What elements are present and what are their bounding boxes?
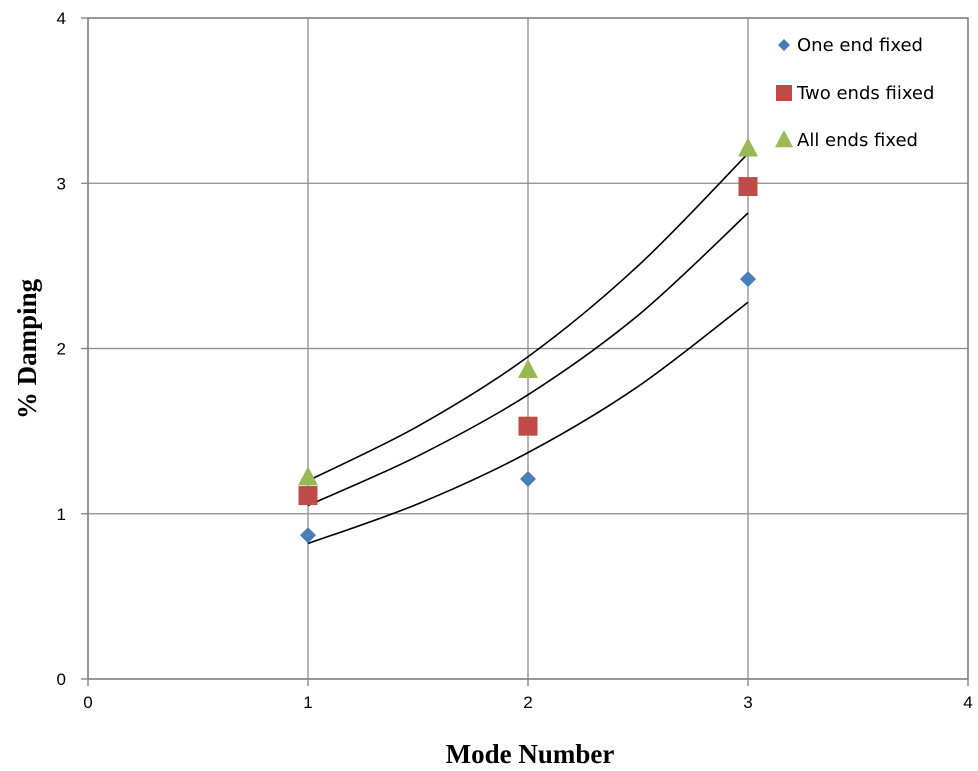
x-tick-label: 1	[303, 693, 312, 712]
data-point	[738, 137, 758, 157]
y-tick-label: 2	[57, 340, 66, 359]
y-axis-ticks: 0 1 2 3 4	[57, 9, 88, 689]
data-point	[518, 416, 538, 436]
legend-label: Two ends fiixed	[796, 83, 934, 104]
legend-marker	[775, 130, 793, 148]
legend-label: One end fixed	[797, 35, 923, 56]
y-axis-title: % Damping	[12, 278, 42, 419]
legend-marker	[776, 85, 792, 101]
x-axis-title: Mode Number	[446, 739, 615, 769]
trendline	[307, 152, 749, 482]
data-points	[298, 137, 758, 544]
x-axis-ticks: 0 1 2 3 4	[83, 679, 973, 712]
trendline	[307, 301, 749, 545]
x-tick-label: 3	[743, 693, 752, 712]
data-point	[520, 471, 536, 488]
y-tick-label: 3	[57, 174, 66, 193]
legend-label: All ends fixed	[797, 130, 918, 151]
trendlines	[307, 152, 749, 545]
y-tick-label: 4	[57, 9, 66, 28]
y-tick-label: 0	[57, 670, 66, 689]
data-point	[738, 177, 758, 197]
x-tick-label: 4	[963, 693, 972, 712]
x-tick-label: 2	[523, 693, 532, 712]
legend: One end fixed Two ends fiixed All ends fix…	[775, 35, 934, 151]
y-tick-label: 1	[57, 505, 66, 524]
data-point	[298, 466, 318, 486]
trendline	[307, 212, 749, 507]
legend-marker	[778, 39, 790, 51]
data-point	[300, 527, 316, 544]
data-point	[298, 486, 318, 506]
data-point	[740, 271, 756, 288]
data-point	[518, 358, 538, 378]
grid	[87, 17, 969, 680]
x-tick-label: 0	[83, 693, 92, 712]
